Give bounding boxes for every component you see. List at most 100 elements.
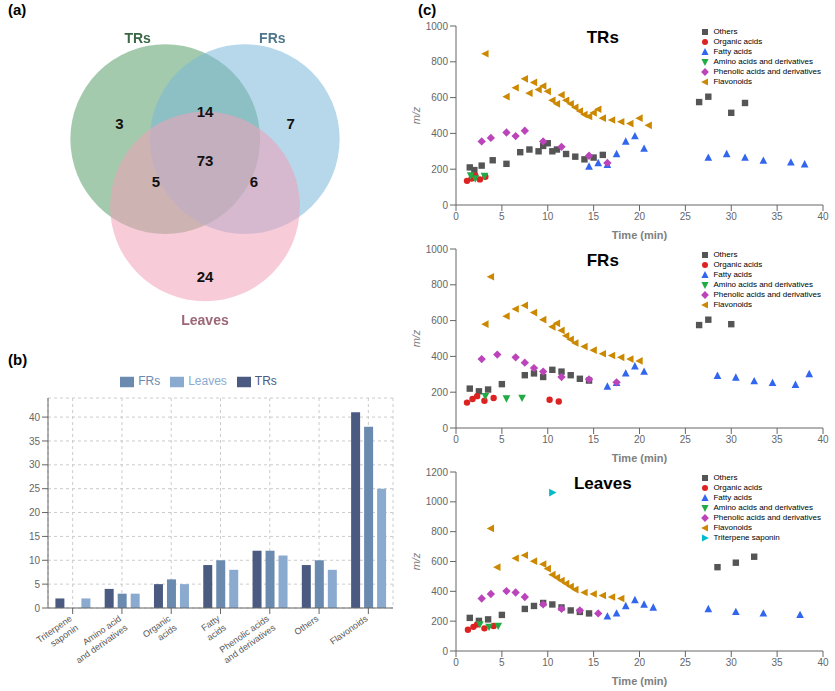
svg-text:600: 600	[431, 315, 448, 326]
svg-text:20: 20	[634, 211, 646, 222]
svg-text:m/z: m/z	[410, 329, 422, 347]
svg-text:30: 30	[726, 211, 738, 222]
svg-text:35: 35	[772, 434, 784, 445]
svg-text:400: 400	[431, 586, 448, 597]
html-text:Flavonoids: Flavonoids	[713, 77, 753, 86]
svg-text:35: 35	[772, 211, 784, 222]
svg-text:Time (min): Time (min)	[612, 229, 668, 241]
svg-text:m/z: m/z	[410, 106, 422, 124]
html-text:Others: Others	[713, 250, 738, 259]
svg-text:800: 800	[431, 526, 448, 537]
svg-text:5: 5	[34, 579, 40, 590]
svg-text:40: 40	[817, 434, 829, 445]
svg-text:600: 600	[431, 556, 448, 567]
html-text:Others: Others	[713, 27, 738, 36]
svg-text:Organicacids: Organicacids	[141, 613, 179, 649]
svg-text:25: 25	[680, 657, 692, 668]
html-text:Fatty acids: Fatty acids	[713, 270, 753, 279]
svg-text:5: 5	[499, 211, 505, 222]
svg-text:1000: 1000	[426, 21, 449, 32]
html-text:Others: Others	[713, 473, 738, 482]
svg-text:35: 35	[29, 436, 41, 447]
svg-text:15: 15	[588, 211, 600, 222]
svg-text:10: 10	[542, 211, 554, 222]
svg-text:0: 0	[453, 211, 459, 222]
svg-text:7: 7	[287, 115, 295, 132]
svg-text:200: 200	[431, 164, 448, 175]
svg-text:10: 10	[542, 657, 554, 668]
svg-text:15: 15	[588, 434, 600, 445]
svg-text:15: 15	[29, 531, 41, 542]
svg-text:20: 20	[634, 657, 646, 668]
svg-text:200: 200	[431, 387, 448, 398]
svg-text:30: 30	[29, 459, 41, 470]
svg-text:35: 35	[772, 657, 784, 668]
svg-text:30: 30	[726, 434, 738, 445]
svg-text:Time (min): Time (min)	[612, 675, 668, 687]
html-text:Fatty acids: Fatty acids	[713, 47, 753, 56]
svg-text:20: 20	[634, 434, 646, 445]
svg-text:m/z: m/z	[410, 552, 422, 570]
svg-text:10: 10	[542, 434, 554, 445]
html-text:TRs: TRs	[254, 374, 277, 388]
svg-text:800: 800	[431, 56, 448, 67]
svg-text:14: 14	[197, 103, 214, 120]
html-text:FRs: FRs	[138, 374, 161, 388]
svg-text:24: 24	[197, 268, 214, 285]
html-text:Leaves: Leaves	[188, 374, 227, 388]
svg-text:Flavonoids: Flavonoids	[328, 613, 370, 646]
svg-text:20: 20	[29, 507, 41, 518]
svg-text:1200: 1200	[426, 467, 449, 478]
svg-text:TRs: TRs	[124, 30, 151, 46]
svg-text:Time (min): Time (min)	[612, 452, 668, 464]
html-text:Amino acids and derivatives: Amino acids and derivatives	[713, 280, 813, 289]
svg-text:1000: 1000	[426, 496, 449, 507]
svg-text:25: 25	[29, 483, 41, 494]
svg-text:40: 40	[29, 412, 41, 423]
html-text:Amino acids and derivatives: Amino acids and derivatives	[713, 57, 813, 66]
svg-text:Leaves: Leaves	[181, 312, 229, 328]
svg-text:25: 25	[680, 434, 692, 445]
svg-text:Others: Others	[292, 613, 320, 637]
html-text:(c): (c)	[418, 1, 437, 18]
svg-text:400: 400	[431, 351, 448, 362]
svg-text:200: 200	[431, 616, 448, 627]
svg-text:Fattyacids: Fattyacids	[199, 613, 229, 643]
svg-text:0: 0	[442, 423, 448, 434]
svg-text:800: 800	[431, 279, 448, 290]
html-text:(a): (a)	[8, 1, 27, 18]
svg-text:600: 600	[431, 92, 448, 103]
svg-text:73: 73	[197, 152, 214, 169]
svg-text:10: 10	[29, 555, 41, 566]
html-text:(b): (b)	[8, 351, 28, 368]
html-text:Phenolic acids and derivatives: Phenolic acids and derivatives	[713, 67, 821, 76]
svg-text:Triterpenesaponin: Triterpenesaponin	[35, 613, 80, 654]
html-text:Flavonoids: Flavonoids	[713, 300, 753, 309]
svg-text:0: 0	[453, 434, 459, 445]
svg-text:25: 25	[680, 211, 692, 222]
svg-text:Phenolic acidsand derivatives: Phenolic acidsand derivatives	[216, 613, 278, 665]
svg-text:30: 30	[726, 657, 738, 668]
html-text:TRs: TRs	[586, 28, 619, 47]
html-text:Organic acids: Organic acids	[713, 260, 763, 269]
html-text:FRs: FRs	[586, 251, 619, 270]
html-text:Phenolic acids and derivatives: Phenolic acids and derivatives	[713, 290, 821, 299]
svg-text:40: 40	[817, 211, 829, 222]
svg-text:5: 5	[152, 173, 160, 190]
svg-text:0: 0	[442, 200, 448, 211]
svg-text:0: 0	[442, 646, 448, 657]
html-text:Leaves: Leaves	[574, 474, 632, 493]
svg-text:0: 0	[34, 603, 40, 614]
svg-text:0: 0	[453, 657, 459, 668]
svg-text:Amino acidand derivatives: Amino acidand derivatives	[68, 613, 130, 665]
svg-text:1000: 1000	[426, 244, 449, 255]
svg-text:15: 15	[588, 657, 600, 668]
svg-text:6: 6	[250, 173, 258, 190]
html-text:Organic acids: Organic acids	[713, 37, 763, 46]
svg-text:400: 400	[431, 128, 448, 139]
svg-text:3: 3	[115, 115, 123, 132]
svg-text:5: 5	[499, 434, 505, 445]
svg-text:40: 40	[817, 657, 829, 668]
svg-text:FRs: FRs	[259, 30, 286, 46]
svg-text:5: 5	[499, 657, 505, 668]
